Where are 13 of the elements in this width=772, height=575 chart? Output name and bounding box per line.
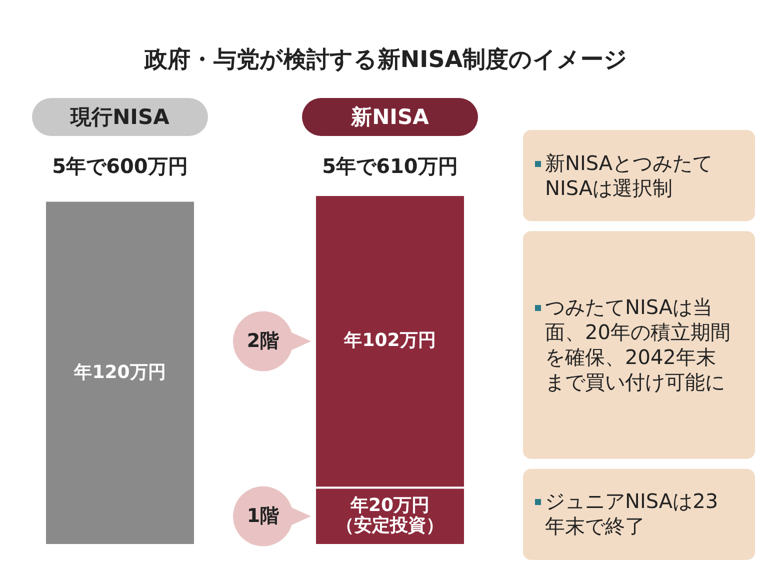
- series-label: 2階: [246, 329, 280, 354]
- series-label: 1階: [246, 504, 280, 530]
- total-label: 5年で610万円: [322, 154, 458, 178]
- text: ジュニアNISAは23年末で終了: [545, 489, 720, 540]
- total-label: 5年で600万円: [52, 154, 188, 178]
- data-label: 年102万円: [344, 330, 436, 352]
- data-label: 年120万円: [74, 362, 166, 384]
- text: つみたてNISAは当面、20年の積立期間を確保、2042年末まで買い付け可能に: [545, 294, 732, 395]
- x-tick-label: 現行NISA: [70, 104, 170, 131]
- text: 新NISAとつみたてNISAは選択制: [545, 150, 714, 201]
- x-tick-label: 新NISA: [351, 104, 429, 131]
- chart-title: 政府・与党が検討する新NISA制度のイメージ: [144, 47, 628, 73]
- data-label: 年20万円（安定投資）: [335, 494, 445, 537]
